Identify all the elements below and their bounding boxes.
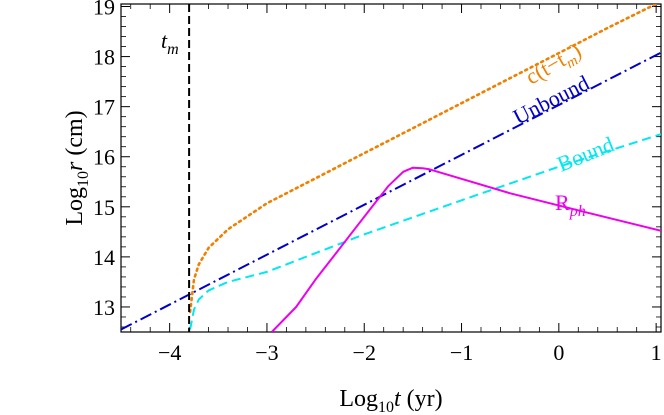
y-tick-label: 18 [93,45,115,70]
x-axis-title: Log10t (yr) [339,386,442,415]
y-tick-label: 13 [93,295,115,320]
series-line-1 [121,51,661,331]
y-axis-title: Log10r (cm) [62,110,92,225]
y-tick-label: 15 [93,195,115,220]
vline-label-tm: tm [161,28,179,58]
x-tick-label: −3 [255,340,278,365]
x-tick-label: 1 [651,340,662,365]
x-tick-label: −1 [450,340,473,365]
x-tick-label: 0 [553,340,564,365]
x-tick-label: −2 [353,340,376,365]
plot-frame [120,3,662,333]
y-tick-label: 16 [93,145,115,170]
series-line-0 [188,4,659,314]
axis-tick-labels: −4 −3 −2 −1 0 1 13 14 15 16 17 18 19 [93,0,662,365]
series-label-rph: Rph [555,190,586,220]
series-label-bound: Bound [554,131,618,176]
series-layer [121,4,661,332]
x-tick-label: −4 [158,340,181,365]
series-line-2 [189,133,661,330]
axis-ticks [121,4,661,332]
series-line-3 [271,166,661,332]
y-tick-label: 17 [93,95,115,120]
y-tick-label: 14 [93,245,115,270]
y-tick-label: 19 [93,0,115,20]
